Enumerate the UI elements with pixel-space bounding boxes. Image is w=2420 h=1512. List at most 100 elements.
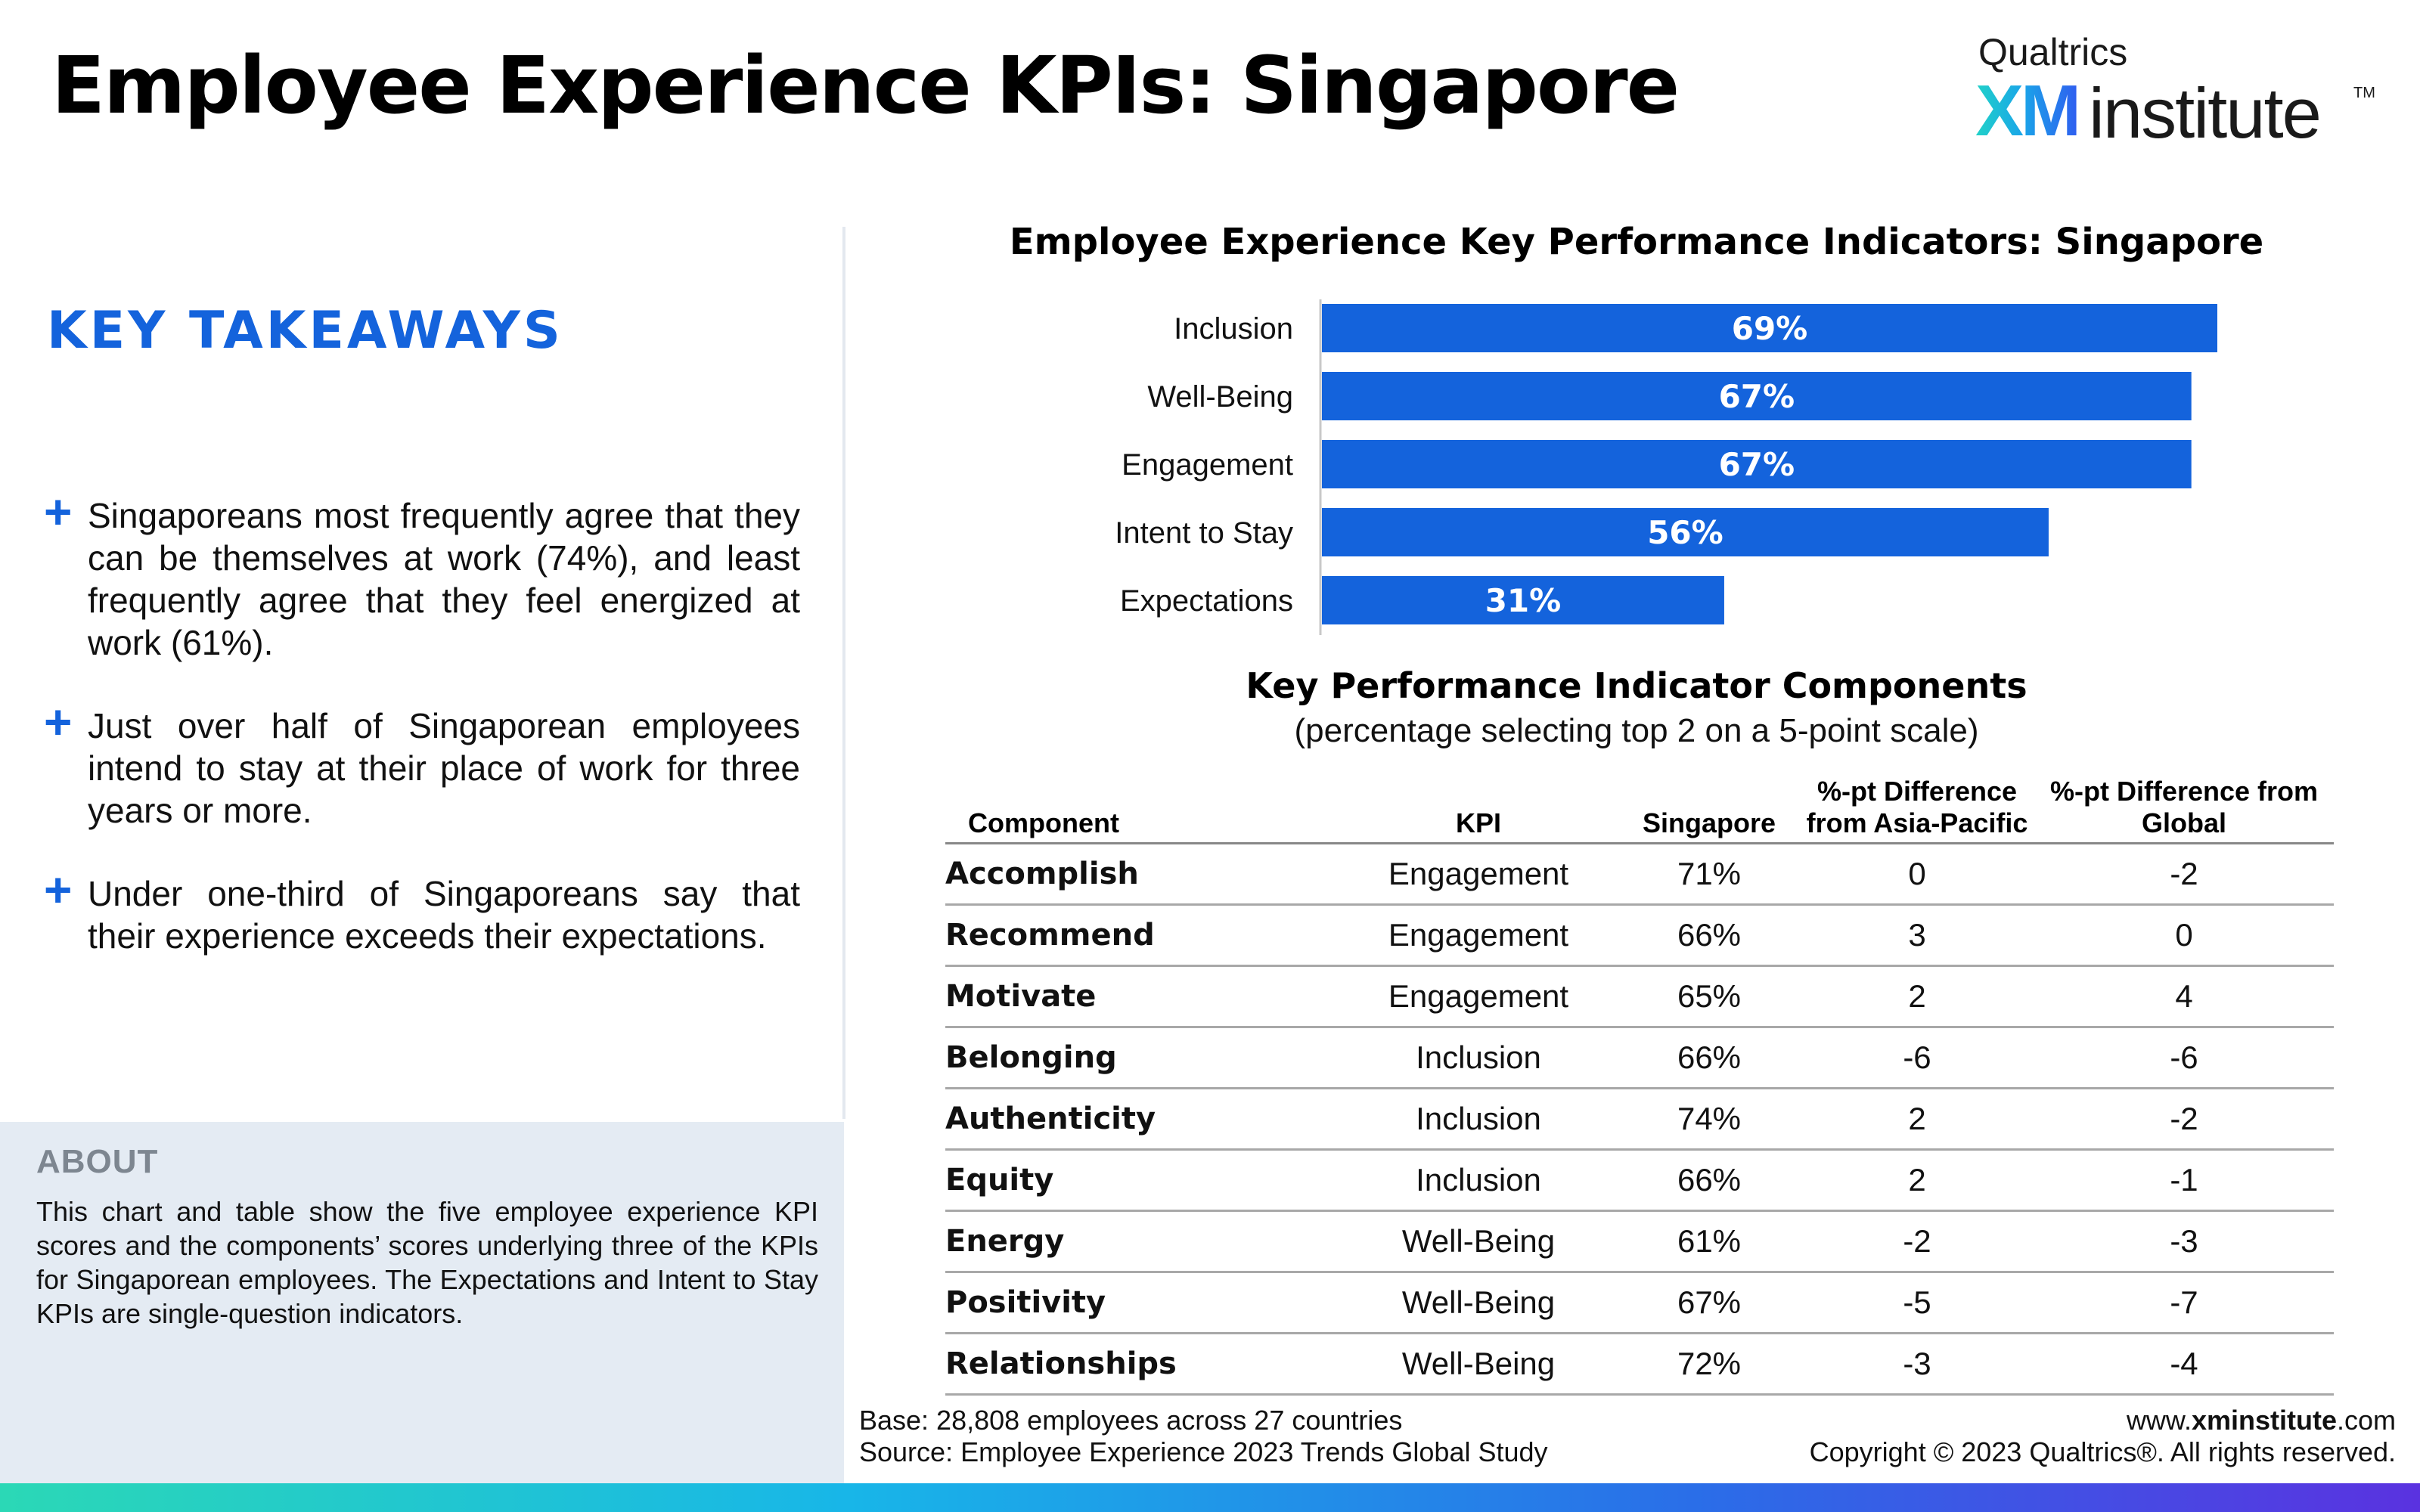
- table-header-row: Component KPI Singapore %-pt Difference …: [945, 771, 2334, 844]
- cell-diff-global: -7: [2034, 1272, 2334, 1334]
- category-label: Expectations: [1120, 584, 1293, 618]
- kpi-bar: [1322, 304, 2217, 352]
- table-row: Authenticity Inclusion 74% 2 -2: [945, 1088, 2334, 1151]
- bar-value-label: 67%: [1719, 446, 1795, 483]
- table-row: Recommend Engagement 66% 3 0: [945, 904, 2334, 967]
- website-suffix: .com: [2336, 1405, 2396, 1436]
- cell-component: Accomplish: [945, 843, 1339, 906]
- header-diff-global-line1: %-pt Difference from: [2049, 776, 2319, 807]
- logo-institute-text: institute: [2089, 73, 2322, 153]
- cell-diff-apac: -3: [1800, 1333, 2034, 1396]
- cell-kpi: Inclusion: [1339, 1088, 1618, 1151]
- footer-copyright: Copyright © 2023 Qualtrics®. All rights …: [1809, 1436, 2396, 1467]
- plus-icon: +: [44, 695, 73, 749]
- takeaway-text: Just over half of Singaporean employees …: [88, 706, 800, 830]
- cell-diff-apac: 0: [1800, 843, 2034, 906]
- cell-kpi: Well-Being: [1339, 1272, 1618, 1334]
- table-row: Positivity Well-Being 67% -5 -7: [945, 1272, 2334, 1334]
- cell-component: Equity: [945, 1149, 1339, 1212]
- cell-diff-apac: 3: [1800, 904, 2034, 967]
- cell-diff-global: 0: [2034, 904, 2334, 967]
- cell-component: Recommend: [945, 904, 1339, 967]
- logo-trademark: TM: [2353, 85, 2375, 101]
- takeaway-text: Under one-third of Singaporeans say that…: [88, 874, 800, 956]
- kpi-bar-chart: Inclusion 69% Well-Being 67% Engagement 67% In…: [1115, 299, 2217, 635]
- bar-value-label: 31%: [1485, 582, 1562, 619]
- page-title: Employee Experience KPIs: Singapore: [51, 39, 1680, 132]
- header-diff-apac: %-pt Difference from Asia-Pacific: [1800, 771, 2034, 844]
- cell-singapore: 67%: [1618, 1272, 1800, 1334]
- cell-singapore: 66%: [1618, 904, 1800, 967]
- logo-qualtrics-text: Qualtrics: [1978, 31, 2128, 73]
- cell-diff-global: -2: [2034, 1088, 2334, 1151]
- cell-singapore: 74%: [1618, 1088, 1800, 1151]
- footer-right: www.xminstitute.com Copyright © 2023 Qua…: [1810, 1405, 2396, 1468]
- cell-diff-global: -6: [2034, 1027, 2334, 1089]
- cell-singapore: 61%: [1618, 1210, 1800, 1273]
- header-diff-global: %-pt Difference from Global: [2034, 771, 2334, 844]
- about-panel: ABOUT This chart and table show the five…: [0, 1122, 844, 1512]
- cell-component: Relationships: [945, 1333, 1339, 1396]
- cell-diff-apac: 2: [1800, 965, 2034, 1028]
- cell-diff-apac: -6: [1800, 1027, 2034, 1089]
- table-row: Accomplish Engagement 71% 0 -2: [945, 843, 2334, 906]
- chart-title: Employee Experience Key Performance Indi…: [1009, 221, 2264, 263]
- about-text: This chart and table show the five emplo…: [36, 1196, 818, 1329]
- cell-diff-global: -2: [2034, 843, 2334, 906]
- cell-component: Positivity: [945, 1272, 1339, 1334]
- table-row: Energy Well-Being 61% -2 -3: [945, 1210, 2334, 1273]
- cell-component: Authenticity: [945, 1088, 1339, 1151]
- kpi-bar: [1322, 440, 2192, 488]
- category-label: Engagement: [1122, 448, 1293, 482]
- cell-diff-global: 4: [2034, 965, 2334, 1028]
- cell-diff-global: -3: [2034, 1210, 2334, 1273]
- cell-diff-global: -1: [2034, 1149, 2334, 1212]
- website-prefix: www.: [2126, 1405, 2192, 1436]
- takeaway-item: + Under one-third of Singaporeans say th…: [44, 863, 800, 957]
- header-component: Component: [945, 771, 1339, 844]
- kpi-bar: [1322, 576, 1724, 624]
- category-label: Intent to Stay: [1115, 516, 1293, 550]
- key-takeaways-heading: KEY TAKEAWAYS: [47, 301, 563, 361]
- table-row: Motivate Engagement 65% 2 4: [945, 965, 2334, 1028]
- cell-kpi: Engagement: [1339, 904, 1618, 967]
- header-diff-global-line2: Global: [2141, 807, 2226, 838]
- cell-diff-global: -4: [2034, 1333, 2334, 1396]
- plus-icon: +: [44, 863, 73, 917]
- cell-kpi: Engagement: [1339, 965, 1618, 1028]
- header-diff-apac-line2: from Asia-Pacific: [1806, 807, 2028, 838]
- takeaway-item: + Just over half of Singaporean employee…: [44, 695, 800, 832]
- about-heading: ABOUT: [36, 1143, 159, 1180]
- components-table: Component KPI Singapore %-pt Difference …: [945, 771, 2334, 1396]
- category-label: Well-Being: [1147, 380, 1293, 414]
- cell-singapore: 72%: [1618, 1333, 1800, 1396]
- table-row: Equity Inclusion 66% 2 -1: [945, 1149, 2334, 1212]
- table-row: Relationships Well-Being 72% -3 -4: [945, 1333, 2334, 1396]
- website-domain: xminstitute: [2191, 1405, 2337, 1436]
- cell-kpi: Inclusion: [1339, 1149, 1618, 1212]
- cell-kpi: Inclusion: [1339, 1027, 1618, 1089]
- bar-value-label: 69%: [1732, 310, 1808, 347]
- cell-component: Energy: [945, 1210, 1339, 1273]
- cell-kpi: Well-Being: [1339, 1210, 1618, 1273]
- footer-website[interactable]: www.xminstitute.com: [1810, 1405, 2396, 1436]
- header-diff-apac-line1: %-pt Difference: [1817, 776, 2018, 807]
- kpi-bar: [1322, 508, 2049, 556]
- cell-singapore: 66%: [1618, 1027, 1800, 1089]
- cell-diff-apac: -2: [1800, 1210, 2034, 1273]
- table-title: Key Performance Indicator Components: [1246, 665, 2028, 706]
- plus-icon: +: [44, 485, 73, 539]
- cell-diff-apac: 2: [1800, 1088, 2034, 1151]
- header-kpi: KPI: [1339, 771, 1618, 844]
- cell-component: Belonging: [945, 1027, 1339, 1089]
- cell-component: Motivate: [945, 965, 1339, 1028]
- cell-diff-apac: -5: [1800, 1272, 2034, 1334]
- cell-diff-apac: 2: [1800, 1149, 2034, 1212]
- category-label: Inclusion: [1174, 312, 1293, 345]
- kpi-bar: [1322, 372, 2192, 420]
- cell-singapore: 66%: [1618, 1149, 1800, 1212]
- takeaway-item: + Singaporeans most frequently agree tha…: [44, 485, 800, 664]
- footer-left: Base: 28,808 employees across 27 countri…: [859, 1405, 1548, 1468]
- cell-kpi: Engagement: [1339, 843, 1618, 906]
- footer-source: Source: Employee Experience 2023 Trends …: [859, 1436, 1548, 1467]
